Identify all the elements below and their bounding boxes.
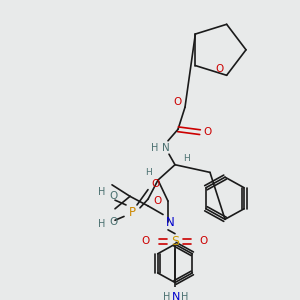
Text: O: O bbox=[152, 179, 160, 189]
Text: O: O bbox=[215, 64, 223, 74]
Text: H: H bbox=[98, 219, 105, 229]
Text: H: H bbox=[98, 188, 105, 197]
Text: H: H bbox=[181, 292, 189, 300]
Text: O: O bbox=[174, 97, 182, 106]
Text: N: N bbox=[172, 292, 180, 300]
Text: P: P bbox=[128, 206, 136, 219]
Text: O: O bbox=[154, 196, 162, 206]
Text: H: H bbox=[184, 154, 190, 164]
Text: O: O bbox=[142, 236, 150, 246]
Text: O: O bbox=[200, 236, 208, 246]
Text: O: O bbox=[109, 191, 117, 201]
Text: H: H bbox=[145, 168, 152, 177]
Text: O: O bbox=[204, 127, 212, 137]
Text: N: N bbox=[162, 143, 170, 153]
Text: N: N bbox=[166, 216, 174, 229]
Text: H: H bbox=[163, 292, 171, 300]
Text: S: S bbox=[171, 235, 179, 248]
Text: O: O bbox=[109, 217, 117, 227]
Text: H: H bbox=[151, 143, 158, 153]
